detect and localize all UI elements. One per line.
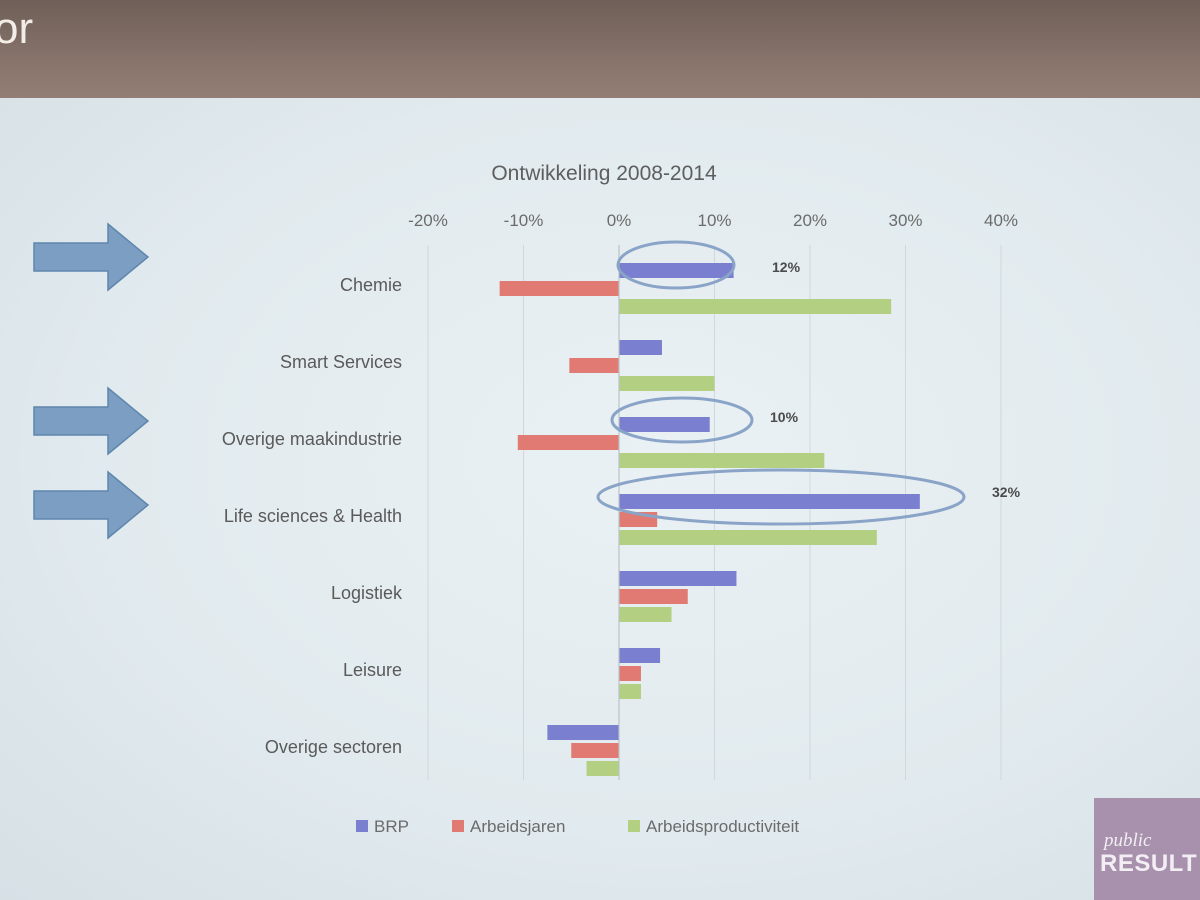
bar-arbeidsjaren <box>517 435 619 450</box>
bar-brp <box>619 340 662 355</box>
bar-arbeidsjaren <box>619 666 641 681</box>
legend-swatch-arbeidsjaren <box>452 820 464 832</box>
data-label: 10% <box>770 409 799 425</box>
category-label: Leisure <box>343 660 402 680</box>
x-tick-label: 30% <box>888 211 922 230</box>
highlight-ellipse <box>610 396 754 444</box>
x-tick-label: 0% <box>607 211 632 230</box>
legend-label-arbeidsjaren: Arbeidsjaren <box>470 817 565 836</box>
arrow-icon <box>33 386 150 456</box>
bar-arbeidsjaren <box>499 281 619 296</box>
category-label: Chemie <box>340 275 402 295</box>
x-tick-label: 40% <box>984 211 1018 230</box>
x-tick-label: 10% <box>697 211 731 230</box>
bar-arbeidsproductiviteit <box>619 453 825 468</box>
category-label: Logistiek <box>331 583 403 603</box>
slide-title-fragment: or <box>0 4 34 53</box>
bar-arbeidsproductiviteit <box>619 684 641 699</box>
bar-arbeidsjaren <box>571 743 619 758</box>
data-label: 12% <box>772 259 801 275</box>
logo-line2: RESULT <box>1100 850 1198 877</box>
highlight-ellipse <box>616 240 736 290</box>
category-label: Overige maakindustrie <box>222 429 402 449</box>
bar-brp <box>619 648 661 663</box>
logo-line1: public <box>1104 830 1152 851</box>
bar-arbeidsjaren <box>619 589 688 604</box>
bar-arbeidsproductiviteit <box>619 530 877 545</box>
data-label: 32% <box>992 484 1021 500</box>
chart-title: Ontwikkeling 2008-2014 <box>491 162 717 185</box>
arrow-icon <box>33 222 150 292</box>
highlight-ellipse <box>596 468 966 526</box>
bar-arbeidsjaren <box>569 358 619 373</box>
legend-label-brp: BRP <box>374 817 409 836</box>
category-label: Life sciences & Health <box>224 506 402 526</box>
legend-swatch-arbeidsproductiviteit <box>628 820 640 832</box>
bar-brp <box>619 571 737 586</box>
slide-header: or <box>0 0 1200 98</box>
bar-brp <box>619 417 710 432</box>
x-tick-label: -10% <box>504 211 544 230</box>
bar-brp <box>619 494 920 509</box>
legend-swatch-brp <box>356 820 368 832</box>
bar-arbeidsproductiviteit <box>619 376 715 391</box>
category-label: Overige sectoren <box>265 737 402 757</box>
legend-label-arbeidsproductiviteit: Arbeidsproductiviteit <box>646 817 799 836</box>
x-tick-label: -20% <box>408 211 448 230</box>
bar-arbeidsproductiviteit <box>586 761 619 776</box>
bar-brp <box>619 263 734 278</box>
company-logo: public RESULT <box>1094 798 1200 900</box>
bar-arbeidsproductiviteit <box>619 607 672 622</box>
bar-brp <box>547 725 619 740</box>
arrow-icon <box>33 470 150 540</box>
category-label: Smart Services <box>280 352 402 372</box>
bar-arbeidsproductiviteit <box>619 299 892 314</box>
x-tick-label: 20% <box>793 211 827 230</box>
